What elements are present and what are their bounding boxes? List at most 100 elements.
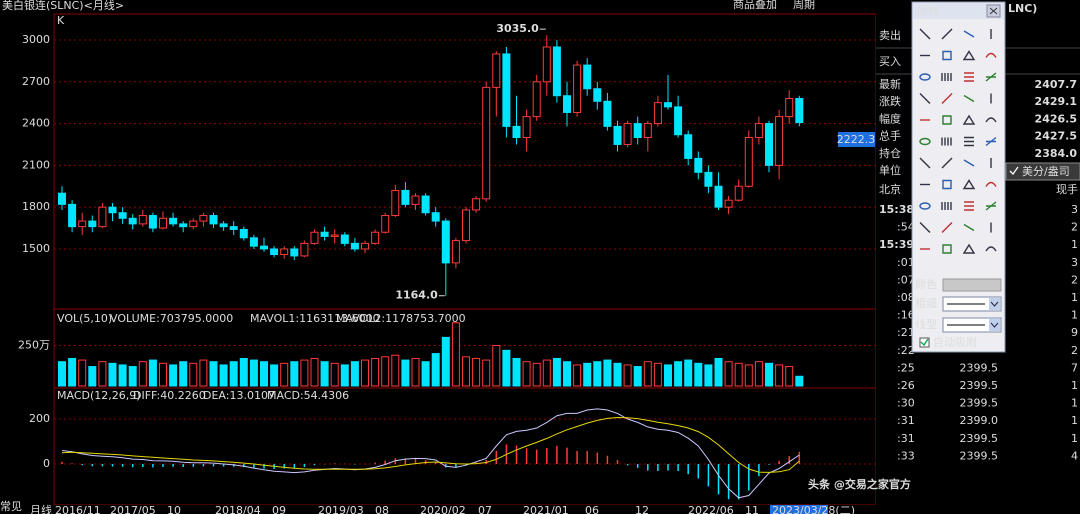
tool-icon[interactable] <box>985 136 997 147</box>
volume-bar <box>512 357 521 387</box>
tool-icon[interactable] <box>919 28 931 40</box>
toolbar-label: 粗细 <box>915 297 937 310</box>
quote-label: 北京 <box>879 182 901 196</box>
candle-body <box>593 88 602 102</box>
toolbar-titlebar <box>913 3 1004 19</box>
quote-label: 最新 <box>879 77 901 91</box>
volume-bar <box>88 366 97 387</box>
quote-value: 2407.7 <box>1035 78 1077 91</box>
tool-icon[interactable] <box>963 94 975 103</box>
indicator-legend: MACD:54.4306 <box>267 389 349 402</box>
checkbox[interactable] <box>919 337 930 348</box>
candle-body <box>734 185 743 201</box>
tick-time: :31 <box>897 414 915 427</box>
candle-body <box>340 234 349 244</box>
volume-bar <box>330 362 339 387</box>
tool-icon[interactable] <box>985 201 997 211</box>
window-title: 美白银连(SLNC)<月线> <box>2 0 124 12</box>
x-tick-label: 07 <box>478 504 492 514</box>
tool-icon[interactable] <box>942 115 952 125</box>
tool-icon[interactable] <box>941 137 952 146</box>
tool-icon[interactable] <box>964 201 974 211</box>
quote-label: 买入 <box>879 55 901 68</box>
candle-body <box>653 102 662 125</box>
candle-body <box>512 125 521 139</box>
volume-bar <box>552 357 561 387</box>
tool-icon[interactable] <box>963 30 975 38</box>
tool-icon[interactable] <box>985 52 997 58</box>
tick-price: 2399.5 <box>960 397 999 410</box>
volume-bar <box>209 361 218 387</box>
tool-icon[interactable] <box>941 157 953 169</box>
tool-icon[interactable] <box>941 73 952 81</box>
tool-icon[interactable] <box>919 222 931 233</box>
quote-label: 总手 <box>879 129 901 143</box>
candle-body <box>724 199 733 208</box>
volume-bar <box>310 357 319 387</box>
volume-bar <box>542 359 551 387</box>
tool-icon[interactable] <box>941 93 953 104</box>
tool-icon[interactable] <box>919 93 931 104</box>
tool-icon[interactable] <box>962 114 976 125</box>
tool-icon[interactable] <box>962 50 976 61</box>
header-button[interactable]: 商品叠加 <box>733 0 777 11</box>
tool-icon[interactable] <box>985 246 997 252</box>
candle-body <box>189 220 198 228</box>
tool-icon[interactable] <box>985 72 997 82</box>
tool-icon[interactable] <box>985 181 997 187</box>
tool-icon[interactable] <box>919 137 931 146</box>
tool-icon[interactable] <box>962 179 976 190</box>
candle-body <box>704 171 713 187</box>
volume-bar <box>785 366 794 387</box>
volume-bar <box>411 357 420 387</box>
volume-bar <box>492 344 501 387</box>
tool-icon[interactable] <box>942 50 952 61</box>
tool-icon[interactable] <box>941 28 953 40</box>
candle-body <box>401 189 410 205</box>
tool-icon[interactable] <box>942 244 952 254</box>
tool-icon[interactable] <box>962 243 976 254</box>
tick-time: 15:38 <box>879 203 914 216</box>
indicator-legend: VOLUME:703795.0000 <box>110 312 233 325</box>
header-button[interactable]: 周期 <box>793 0 815 11</box>
indicator-legend: MAVOL1:1163113.6000 <box>250 312 380 325</box>
volume-bar <box>694 362 703 387</box>
volume-bar <box>239 357 248 387</box>
x-tick-label: 06 <box>585 504 599 514</box>
candle-body <box>441 220 450 264</box>
candle-body <box>330 234 339 237</box>
tool-icon[interactable] <box>942 179 952 190</box>
tool-icon[interactable] <box>963 223 975 232</box>
tool-icon[interactable] <box>919 202 931 210</box>
tick-price: 2399.5 <box>960 432 999 445</box>
tool-icon[interactable] <box>941 202 952 210</box>
candle-body <box>714 185 723 208</box>
quote-value: 2426.5 <box>1035 112 1077 125</box>
tick-time: :31 <box>897 432 915 445</box>
select-arrow <box>989 298 1000 310</box>
tool-icon[interactable] <box>964 72 974 82</box>
tool-icon[interactable] <box>985 117 997 123</box>
candle-body <box>300 242 309 257</box>
tick-time: 15:39 <box>879 238 914 251</box>
price-tag-box <box>838 132 875 147</box>
tool-icon[interactable] <box>919 157 931 169</box>
candle-body <box>58 192 66 205</box>
tick-time: :54 <box>897 221 915 234</box>
volume-bar <box>734 362 743 387</box>
tool-icon[interactable] <box>963 159 975 167</box>
x-tick-label: 08 <box>375 504 389 514</box>
volume-bar <box>754 361 763 387</box>
tool-icon[interactable] <box>964 136 974 147</box>
tool-icon[interactable] <box>919 73 931 81</box>
quote-label: 卖出 <box>879 28 901 42</box>
color-swatch[interactable] <box>942 278 1002 292</box>
tick-price: 2399.5 <box>960 449 999 462</box>
volume-bar <box>98 361 107 387</box>
candle-body <box>613 125 622 145</box>
quote-label: 单位 <box>879 163 901 177</box>
panel-label: K <box>57 14 65 27</box>
volume-bar <box>118 364 127 387</box>
tool-icon[interactable] <box>941 222 953 233</box>
select-arrow <box>989 319 1000 331</box>
